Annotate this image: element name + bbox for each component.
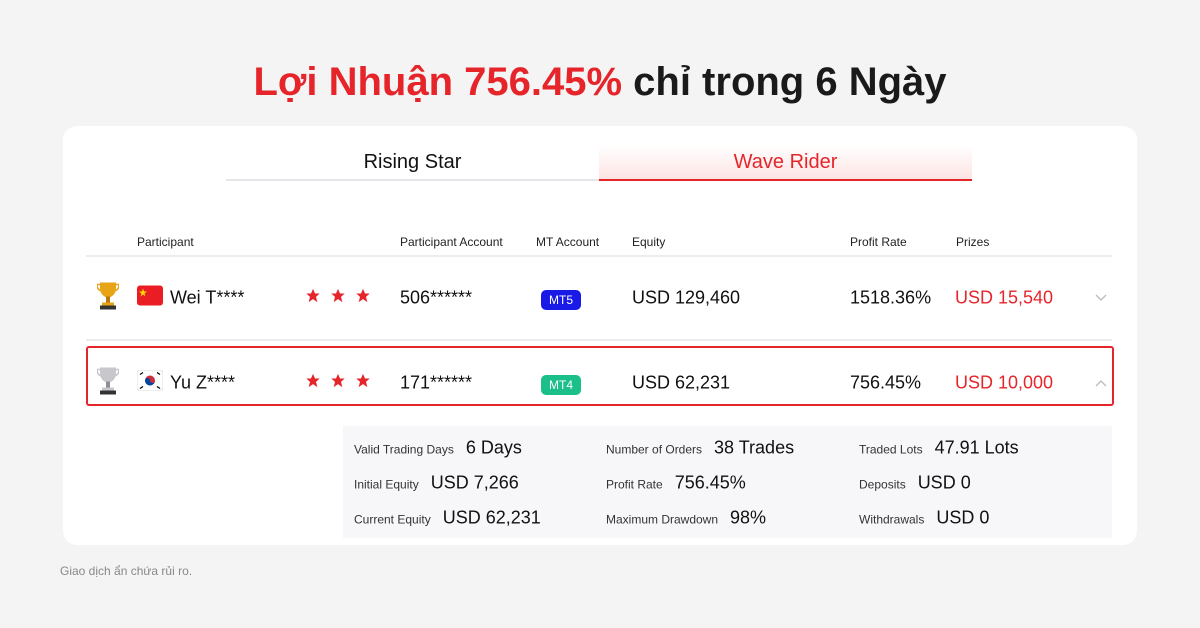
detail-label: Traded Lots: [859, 442, 923, 457]
detail-item: Initial Equity USD 7,266: [354, 473, 519, 494]
gold-trophy-icon: [96, 281, 120, 316]
headline: Lợi Nhuận 756.45% chỉ trong 6 Ngày: [0, 60, 1200, 105]
china-flag-icon: [137, 285, 163, 311]
star-icon: [330, 288, 346, 309]
col-prizes: Prizes: [956, 235, 990, 249]
divider: [86, 255, 1112, 257]
star-icon: [355, 373, 371, 394]
detail-label: Valid Trading Days: [354, 442, 454, 457]
participant-account: 171******: [400, 372, 473, 393]
detail-value: USD 0: [917, 472, 971, 493]
risk-disclaimer: Giao dịch ẩn chứa rủi ro.: [60, 564, 193, 578]
detail-item: Number of Orders 38 Trades: [606, 438, 794, 459]
detail-value: 47.91 Lots: [934, 437, 1019, 458]
detail-label: Deposits: [859, 477, 906, 492]
profit-rate: 1518.36%: [850, 287, 932, 308]
headline-highlight: Lợi Nhuận 756.45%: [253, 60, 623, 104]
star-icon: [305, 373, 321, 394]
participant-name: Yu Z****: [170, 372, 236, 393]
detail-item: Maximum Drawdown 98%: [606, 508, 766, 529]
equity: USD 62,231: [632, 372, 731, 393]
mt-badge: MT5: [541, 290, 581, 310]
detail-value: 98%: [730, 507, 767, 528]
detail-label: Profit Rate: [606, 477, 663, 492]
detail-value: USD 7,266: [430, 472, 519, 493]
star-icon: [305, 288, 321, 309]
details-panel: [343, 426, 1112, 538]
headline-rest: chỉ trong 6 Ngày: [622, 60, 947, 104]
prize: USD 15,540: [955, 287, 1054, 308]
star-icon: [355, 288, 371, 309]
selected-row-highlight: [86, 346, 1114, 406]
korea-flag-icon: [136, 370, 164, 396]
participant-name: Wei T****: [170, 287, 245, 308]
detail-item: Current Equity USD 62,231: [354, 508, 541, 529]
detail-label: Current Equity: [354, 512, 431, 527]
detail-label: Maximum Drawdown: [606, 512, 719, 527]
chevron-down-icon[interactable]: [1095, 289, 1107, 307]
col-participant-account: Participant Account: [400, 235, 503, 249]
col-equity: Equity: [632, 235, 666, 249]
detail-label: Number of Orders: [606, 442, 703, 457]
detail-value: 756.45%: [674, 472, 746, 493]
profit-rate: 756.45%: [850, 372, 922, 393]
detail-value: 38 Trades: [714, 437, 795, 458]
equity: USD 129,460: [632, 287, 741, 308]
detail-item: Profit Rate 756.45%: [606, 473, 746, 494]
col-participant: Participant: [137, 235, 194, 249]
star-icon: [330, 373, 346, 394]
detail-item: Withdrawals USD 0: [859, 508, 989, 529]
prize: USD 10,000: [955, 372, 1054, 393]
detail-label: Withdrawals: [859, 512, 925, 527]
mt-badge: MT4: [541, 375, 581, 395]
detail-item: Valid Trading Days 6 Days: [354, 438, 522, 459]
detail-value: USD 62,231: [442, 507, 541, 528]
detail-item: Deposits USD 0: [859, 473, 971, 494]
detail-item: Traded Lots 47.91 Lots: [859, 438, 1019, 459]
chevron-up-icon[interactable]: [1095, 374, 1107, 392]
detail-value: USD 0: [936, 507, 990, 528]
tab-wave-rider[interactable]: Wave Rider: [599, 145, 972, 181]
silver-trophy-icon: [96, 366, 120, 401]
detail-value: 6 Days: [465, 437, 522, 458]
col-mt-account: MT Account: [536, 235, 600, 249]
detail-label: Initial Equity: [354, 477, 419, 492]
col-profit-rate: Profit Rate: [850, 235, 907, 249]
divider: [86, 339, 1112, 341]
tab-rising-star[interactable]: Rising Star: [226, 145, 599, 181]
participant-account: 506******: [400, 287, 473, 308]
